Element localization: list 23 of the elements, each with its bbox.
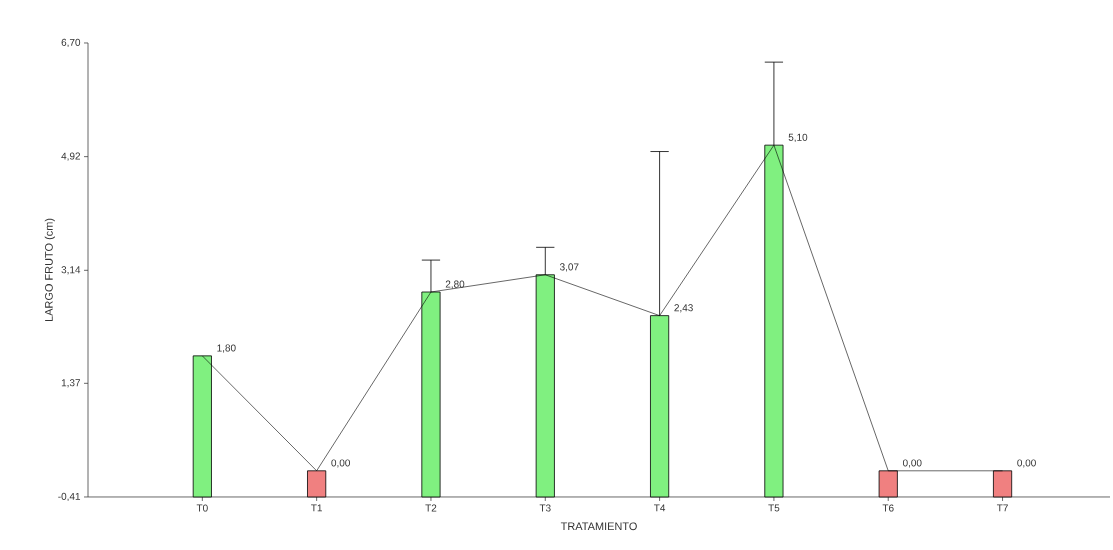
data-label: 0,00 — [1017, 459, 1036, 468]
x-tick-label: T3 — [539, 504, 551, 512]
data-label: 0,00 — [902, 459, 922, 468]
data-label: 2,43 — [674, 304, 693, 313]
x-tick-label: T4 — [654, 504, 666, 512]
data-label: 0,00 — [331, 459, 350, 468]
y-tick-label: 4,92 — [61, 152, 81, 161]
x-tick-label: T7 — [996, 504, 1008, 512]
x-tick-label: T2 — [425, 504, 437, 512]
x-tick-label: T1 — [311, 504, 322, 512]
data-label: 1,80 — [217, 344, 236, 353]
y-tick-label: 3,14 — [61, 266, 81, 275]
y-tick-label: -0,41 — [58, 492, 81, 502]
data-label: 3,07 — [559, 263, 579, 272]
x-axis-title: TRATAMIENTO — [560, 522, 637, 531]
x-tick-label: T0 — [196, 504, 208, 512]
y-axis-title: LARGO FRUTO (cm) — [44, 218, 55, 322]
x-tick-label: T6 — [882, 504, 894, 512]
data-label: 5,10 — [788, 133, 808, 142]
y-tick-label: 6,70 — [61, 38, 81, 48]
data-label: 2,80 — [445, 280, 465, 289]
y-tick-label: 1,37 — [61, 379, 81, 388]
x-tick-label: T5 — [768, 504, 780, 512]
